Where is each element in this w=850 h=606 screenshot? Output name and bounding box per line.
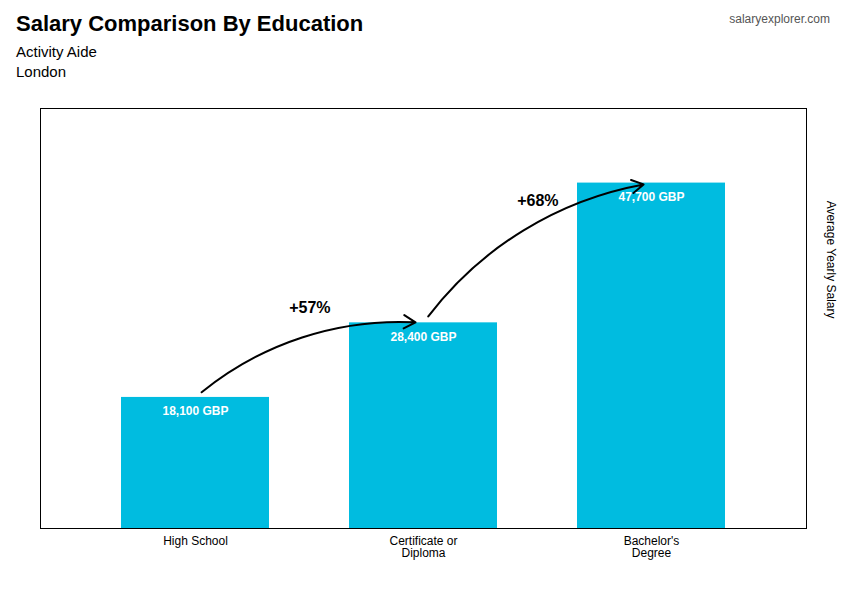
- svg-text:+68%: +68%: [517, 192, 558, 209]
- svg-text:18,100 GBP: 18,100 GBP: [162, 404, 228, 418]
- html-text:Salary Comparison By Education: Salary Comparison By Education: [16, 11, 364, 36]
- svg-text:+57%: +57%: [289, 299, 330, 316]
- svg-text:High School: High School: [163, 534, 228, 548]
- html-text:Activity Aide: Activity Aide: [16, 43, 97, 60]
- html-text:London: London: [16, 63, 67, 80]
- svg-text:28,400 GBP: 28,400 GBP: [390, 330, 456, 344]
- svg-text:47,700 GBP: 47,700 GBP: [618, 190, 684, 204]
- svg-text:Average Yearly Salary: Average Yearly Salary: [824, 201, 838, 319]
- html-text:salaryexplorer.com: salaryexplorer.com: [729, 12, 830, 26]
- svg-text:Bachelor'sDegree: Bachelor'sDegree: [624, 534, 680, 560]
- svg-text:Certificate orDiploma: Certificate orDiploma: [389, 534, 457, 560]
